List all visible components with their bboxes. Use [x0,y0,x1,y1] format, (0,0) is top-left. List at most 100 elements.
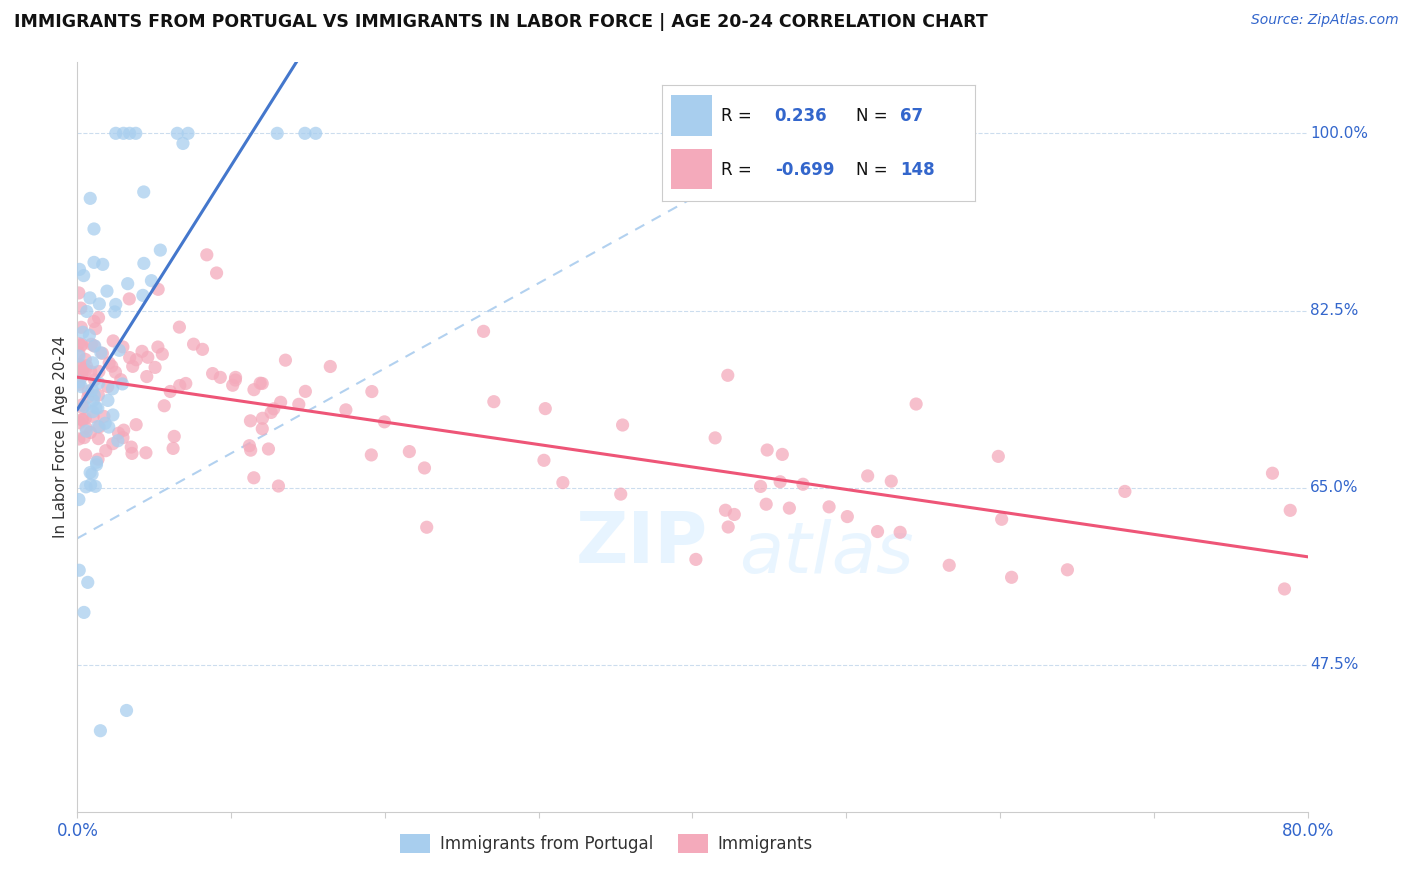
Point [146,282,169,296]
Point [880,474,903,488]
Point [76,390,98,404]
Point [86,455,108,469]
Point [67,365,90,379]
Point [416,520,439,534]
Point [533,453,555,467]
Point [551,475,574,490]
Point [250,376,273,391]
Point [335,402,357,417]
Point [121,446,143,460]
Point [108,343,131,358]
Point [82,404,104,418]
Text: ZIP: ZIP [575,509,707,578]
Point [770,447,793,461]
Point [111,431,134,445]
Point [294,126,316,140]
Point [305,126,328,140]
Point [398,444,420,458]
Point [990,512,1012,526]
Point [174,376,197,391]
Point [755,497,778,511]
Text: 100.0%: 100.0% [1310,126,1368,141]
Point [97,379,120,393]
Point [938,558,960,573]
Point [191,343,214,357]
Point [87,419,110,434]
Point [79,291,101,305]
Point [169,320,191,334]
Point [67,285,90,300]
Point [132,288,155,302]
Point [112,126,135,140]
Point [75,480,97,494]
Point [125,126,148,140]
Point [294,384,316,399]
Point [84,479,107,493]
Point [77,384,100,399]
Point [177,126,200,140]
Point [238,439,260,453]
Point [1279,503,1302,517]
Point [121,359,143,374]
Point [75,411,97,425]
Point [75,359,97,373]
Point [717,368,740,383]
Point [482,394,505,409]
Point [118,126,141,140]
Point [101,334,124,348]
Point [723,508,745,522]
Point [905,397,928,411]
Point [1056,563,1078,577]
Point [149,243,172,257]
Point [90,346,112,360]
Point [120,440,142,454]
Point [110,373,132,387]
Legend: Immigrants from Portugal, Immigrants: Immigrants from Portugal, Immigrants [392,827,820,860]
Point [266,126,288,140]
Point [75,448,97,462]
Point [87,388,110,402]
Point [80,467,103,482]
Point [89,723,111,738]
Point [132,185,155,199]
Point [76,575,98,590]
Point [94,443,117,458]
Point [97,420,120,434]
Point [267,479,290,493]
Point [70,413,93,427]
Point [67,563,90,577]
Point [98,356,121,370]
Point [717,520,740,534]
Text: 47.5%: 47.5% [1310,657,1358,673]
Point [243,471,266,485]
Point [70,380,93,394]
Point [252,411,274,425]
Point [163,429,186,443]
Point [70,337,93,351]
Point [73,400,96,414]
Point [75,424,97,438]
Point [866,524,889,539]
Point [96,284,118,298]
Text: 65.0%: 65.0% [1310,480,1358,495]
Point [67,336,90,351]
Point [87,432,110,446]
Point [1274,582,1296,596]
Point [76,304,98,318]
Point [69,358,91,372]
Point [70,339,93,353]
Point [79,328,101,343]
Point [104,305,127,319]
Point [166,126,188,140]
Point [104,126,127,140]
Point [87,452,110,467]
Point [70,320,93,334]
Point [83,373,105,387]
Point [319,359,342,374]
Point [69,301,91,315]
Point [136,351,159,365]
Point [101,408,124,422]
Point [67,375,90,389]
Point [75,363,97,377]
Point [987,450,1010,464]
